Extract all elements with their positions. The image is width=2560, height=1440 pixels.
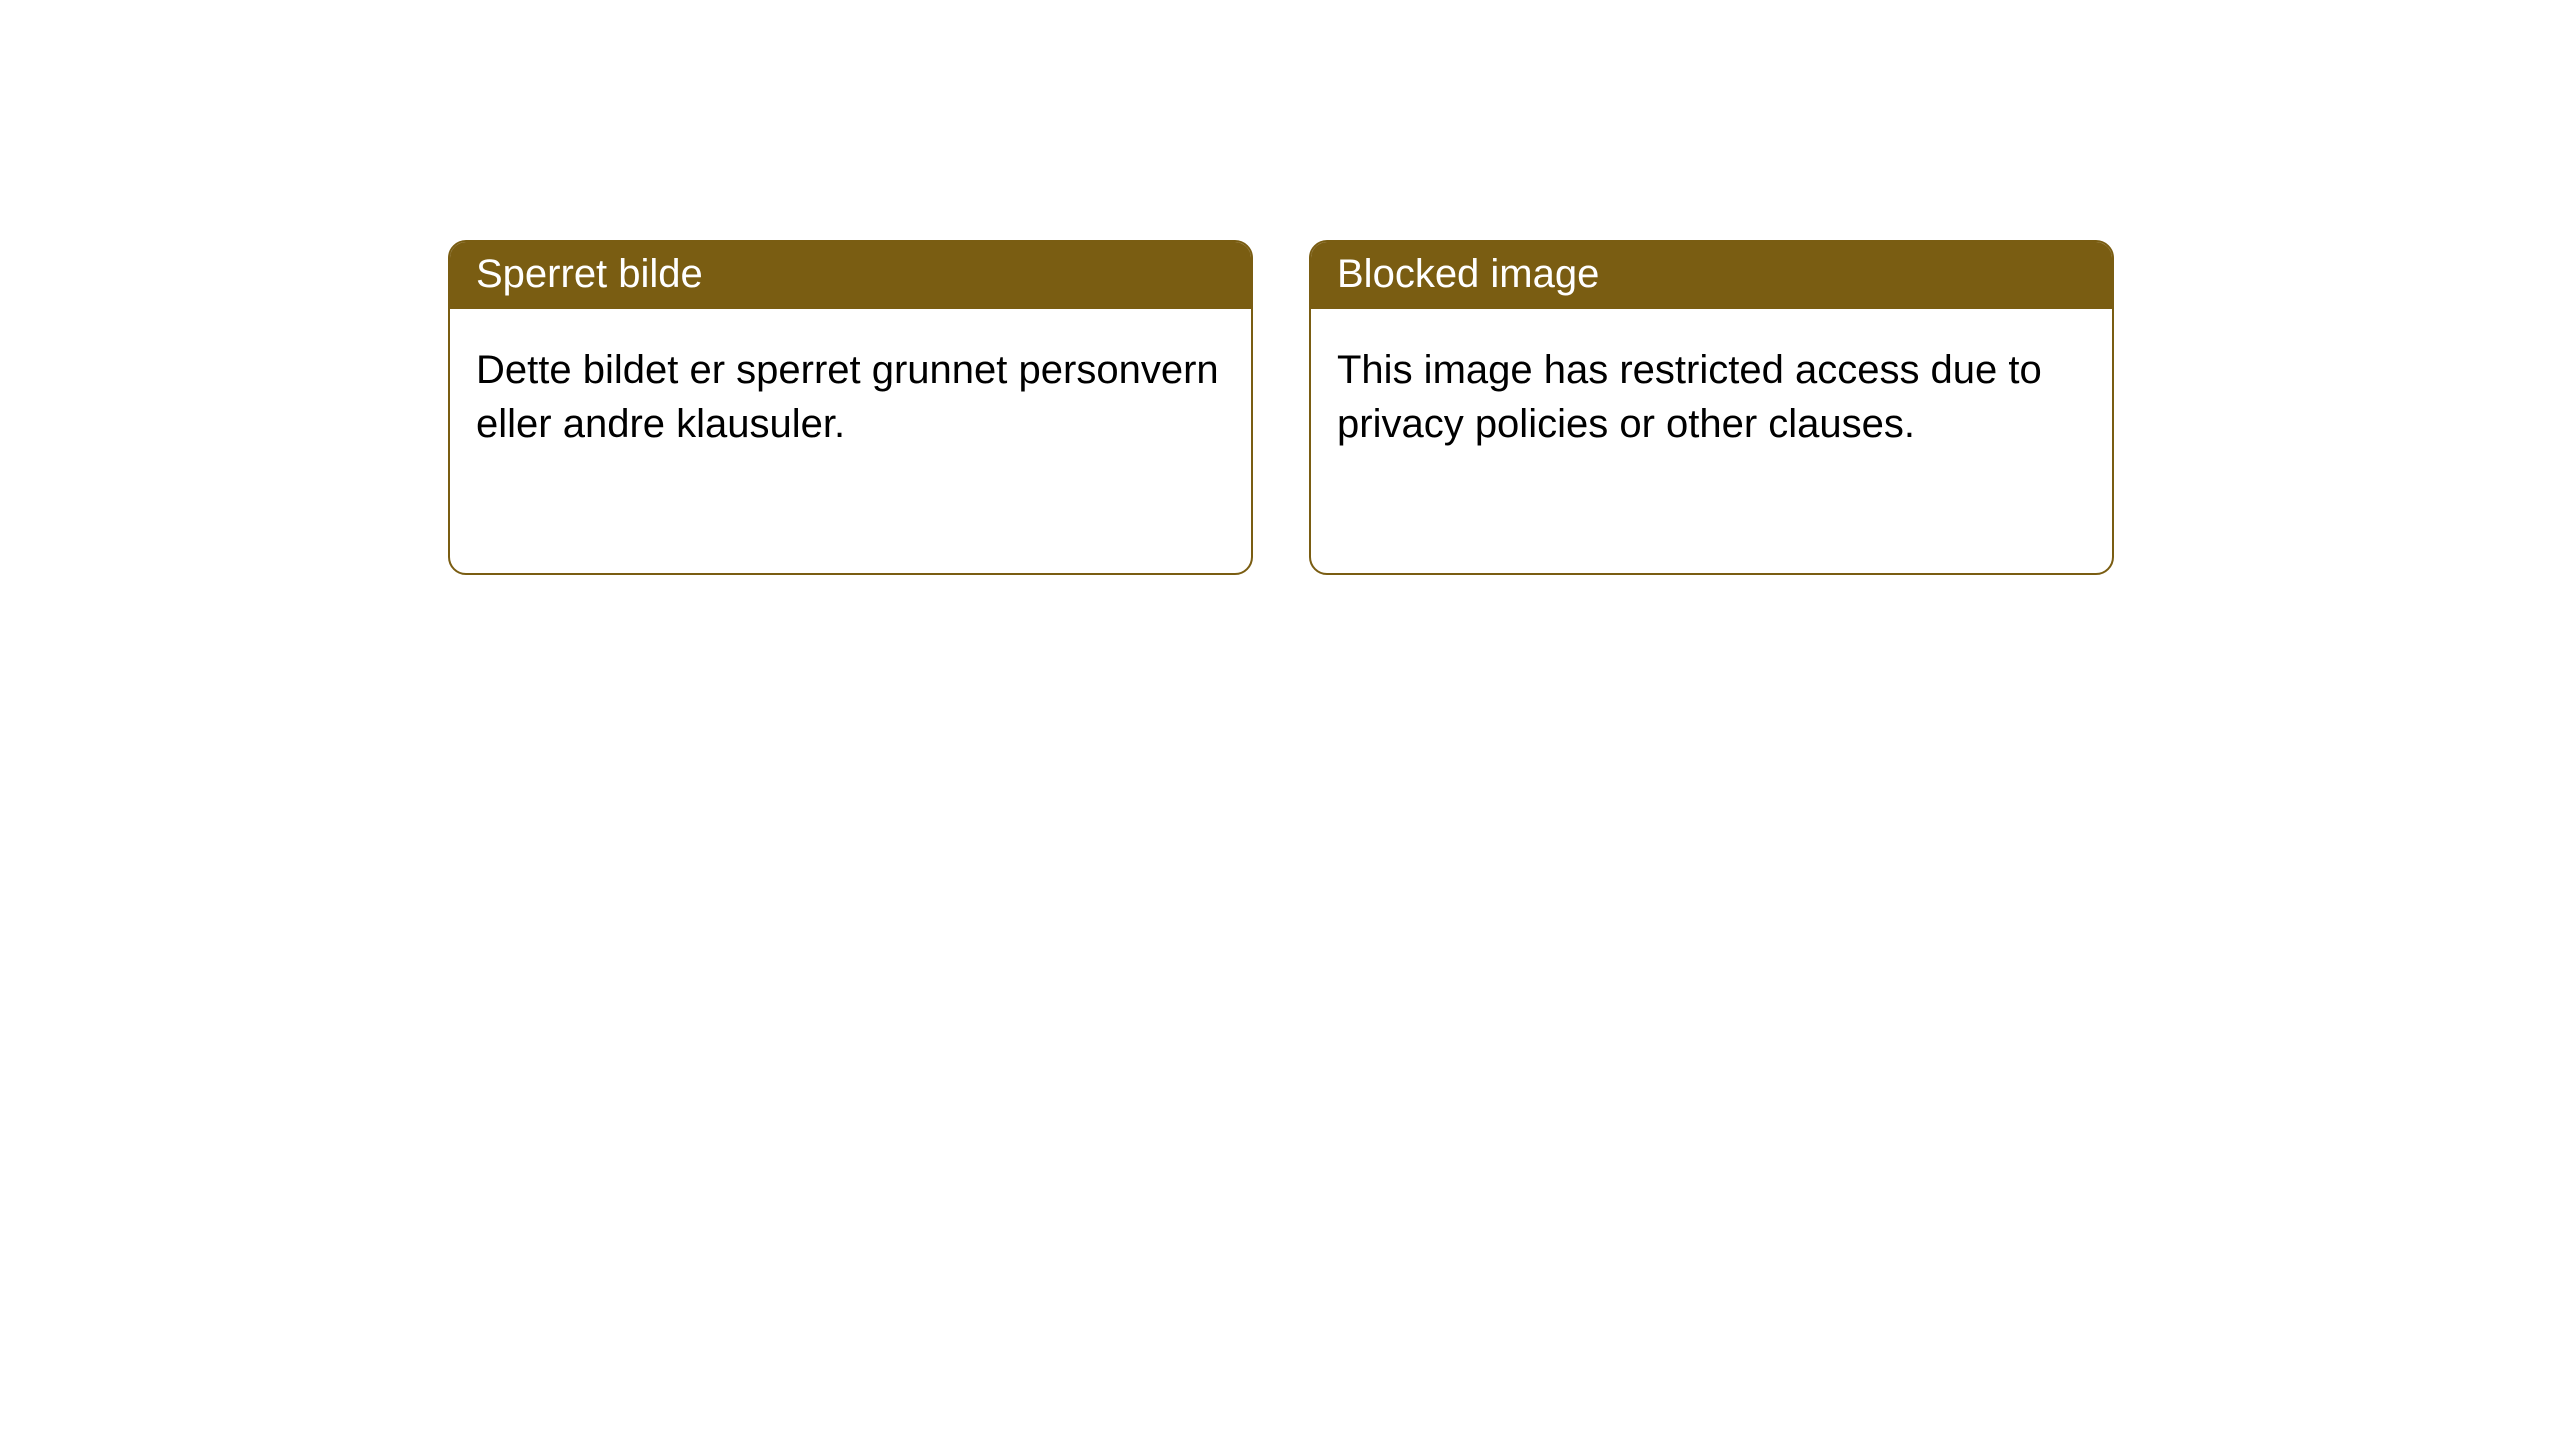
card-body: This image has restricted access due to … [1311,309,2112,477]
card-body: Dette bildet er sperret grunnet personve… [450,309,1251,477]
notice-card-english: Blocked image This image has restricted … [1309,240,2114,575]
notice-container: Sperret bilde Dette bildet er sperret gr… [0,0,2560,575]
notice-card-norwegian: Sperret bilde Dette bildet er sperret gr… [448,240,1253,575]
card-header: Sperret bilde [450,242,1251,309]
card-header: Blocked image [1311,242,2112,309]
